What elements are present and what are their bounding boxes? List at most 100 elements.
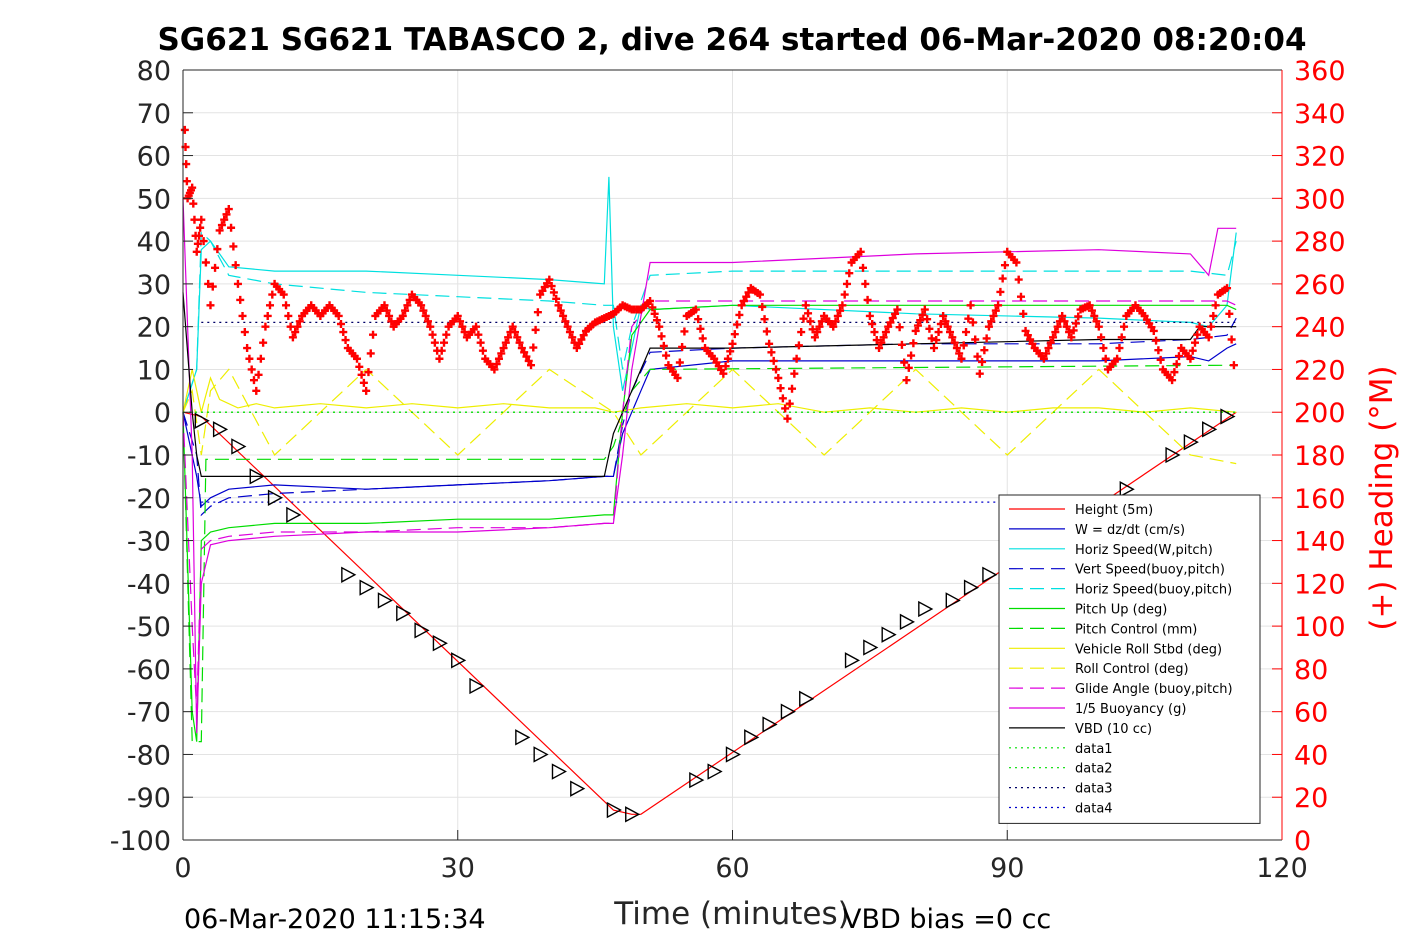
heading-marker [962, 328, 971, 337]
heading-marker [1229, 361, 1238, 370]
heading-marker [891, 309, 900, 318]
heading-marker [231, 261, 240, 270]
heading-marker [691, 305, 700, 314]
heading-marker [499, 344, 508, 353]
heading-marker [810, 333, 819, 342]
depth-marker [625, 806, 641, 823]
heading-marker [359, 378, 368, 387]
heading-marker [648, 303, 657, 312]
heading-marker [881, 328, 890, 337]
heading-marker [845, 269, 854, 278]
heading-marker [646, 297, 655, 305]
heading-marker [868, 319, 877, 328]
heading-marker [1012, 258, 1021, 267]
depth-marker [396, 605, 412, 622]
heading-marker [249, 376, 258, 385]
heading-marker [730, 330, 739, 339]
heading-marker [934, 328, 943, 337]
heading-marker [1051, 328, 1060, 337]
y2-tick-label: 200 [1294, 398, 1346, 429]
heading-marker [575, 339, 584, 348]
heading-marker [728, 339, 737, 348]
heading-marker [1058, 311, 1067, 320]
heading-marker [1186, 354, 1195, 363]
heading-marker [355, 362, 364, 371]
heading-marker [238, 311, 247, 320]
heading-marker [1067, 333, 1076, 342]
heading-marker [233, 279, 242, 288]
heading-marker [973, 352, 982, 361]
heading-marker [208, 282, 217, 291]
heading-marker [559, 311, 568, 320]
heading-marker [998, 274, 1007, 283]
legend-entry: Roll Control (deg) [1075, 662, 1189, 677]
heading-marker [256, 354, 265, 363]
y-tick-label: -10 [127, 441, 171, 472]
heading-marker [442, 330, 451, 339]
heading-marker [776, 384, 785, 393]
depth-marker [533, 746, 549, 763]
y-tick-label: -40 [127, 569, 171, 600]
heading-marker [975, 369, 984, 378]
depth-marker [377, 592, 393, 609]
heading-marker [1021, 326, 1030, 335]
heading-marker [192, 247, 201, 256]
heading-marker [978, 357, 987, 366]
depth-marker [725, 746, 741, 763]
heading-marker [966, 301, 975, 310]
heading-marker [774, 374, 783, 382]
heading-marker [204, 279, 213, 288]
heading-marker [236, 295, 245, 304]
heading-marker [840, 290, 849, 299]
heading-marker [1028, 339, 1037, 348]
depth-marker [899, 613, 915, 631]
heading-marker [419, 306, 428, 315]
heading-marker [872, 336, 881, 345]
heading-marker [1097, 333, 1106, 342]
heading-marker [1060, 317, 1069, 326]
heading-marker [1149, 326, 1158, 335]
heading-marker [980, 346, 989, 355]
heading-marker [936, 319, 945, 328]
heading-marker [1074, 312, 1083, 321]
heading-marker [501, 338, 510, 347]
heading-marker [1090, 311, 1099, 320]
legend-entry: data2 [1075, 762, 1113, 777]
heading-marker [941, 317, 950, 326]
heading-marker [1188, 346, 1197, 355]
heading-marker [815, 322, 824, 331]
heading-marker [227, 223, 236, 232]
y2-tick-label: 340 [1294, 99, 1346, 130]
heading-marker [804, 309, 813, 318]
series-line-3 [182, 317, 1237, 517]
series-line-6 [182, 364, 1237, 743]
heading-marker [472, 322, 481, 331]
heading-marker [760, 315, 769, 324]
y2-tick-label: 240 [1294, 313, 1346, 344]
heading-marker [1053, 322, 1062, 331]
legend-entry: Pitch Up (deg) [1075, 603, 1167, 618]
heading-marker [765, 339, 774, 348]
legend-entry: Glide Angle (buoy,pitch) [1075, 682, 1233, 697]
chart-title: SG621 SG621 TABASCO 2, dive 264 started … [157, 22, 1306, 58]
heading-marker [971, 335, 980, 344]
y2-tick-label: 0 [1294, 826, 1311, 857]
heading-marker [403, 301, 412, 310]
heading-marker [678, 342, 687, 351]
y-tick-label: 0 [154, 398, 171, 429]
heading-marker [456, 317, 465, 326]
legend-entry: Vert Speed(buoy,pitch) [1075, 563, 1225, 578]
y-tick-label: 80 [137, 56, 171, 87]
y2-tick-label: 320 [1294, 142, 1346, 173]
legend-entry: Height (5m) [1075, 503, 1153, 518]
heading-marker [417, 301, 426, 310]
heading-marker [1094, 322, 1103, 331]
heading-marker [744, 288, 753, 297]
heading-marker [453, 311, 462, 320]
depth-marker [1220, 408, 1236, 425]
heading-marker [385, 311, 394, 320]
heading-marker [279, 290, 288, 299]
heading-marker [1065, 328, 1074, 337]
heading-marker [362, 386, 371, 395]
x-axis-label: Time (minutes) [613, 896, 849, 932]
